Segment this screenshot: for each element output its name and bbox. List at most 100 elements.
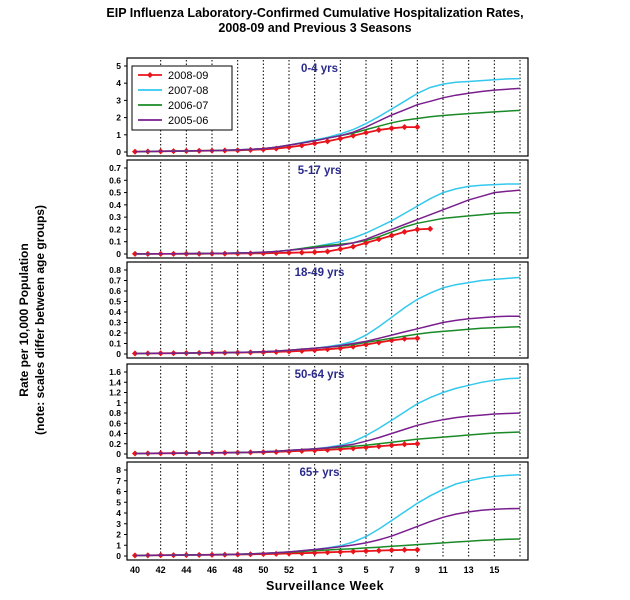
y-tick-label: 1 <box>116 540 121 550</box>
data-point-2008-09 <box>375 443 382 450</box>
x-tick-label: 1 <box>312 565 317 575</box>
series-line-2005-06 <box>134 412 521 455</box>
x-tick-label: 42 <box>156 565 166 575</box>
y-tick-label: 0.4 <box>109 429 121 439</box>
y-tick-label: 0.1 <box>109 339 121 349</box>
data-point-2008-09 <box>388 442 395 449</box>
y-tick-label: 0 <box>116 449 121 459</box>
y-tick-label: 0.2 <box>109 439 121 449</box>
series-line-2005-06 <box>134 315 520 355</box>
y-tick-label: 0.7 <box>109 163 121 173</box>
y-tick-label: 0.1 <box>109 237 121 247</box>
y-tick-label: 4 <box>116 508 121 518</box>
data-point-2008-09 <box>414 226 421 233</box>
data-point-2008-09 <box>337 445 344 453</box>
data-point-2008-09 <box>362 239 370 247</box>
data-point-2008-09 <box>324 549 331 556</box>
x-tick-label: 5 <box>363 565 368 575</box>
legend-label: 2008-09 <box>168 70 208 82</box>
panel-frame <box>126 261 529 359</box>
panel-label: 0-4 yrs <box>301 63 338 75</box>
panel-label: 5-17 yrs <box>298 165 341 177</box>
data-point-2008-09 <box>337 245 344 253</box>
data-point-2008-09 <box>388 232 395 239</box>
legend-label: 2006-07 <box>168 100 208 112</box>
data-point-2008-09 <box>375 339 382 346</box>
y-tick-label: 0 <box>116 147 121 157</box>
x-tick-label: 11 <box>438 565 448 575</box>
series-line-2005-06 <box>134 507 521 557</box>
y-tick-label: 0.8 <box>109 265 121 275</box>
data-point-2008-09 <box>401 546 408 554</box>
data-point-2008-09 <box>311 249 318 256</box>
x-tick-label: 9 <box>415 565 420 575</box>
series-line-2005-06 <box>134 87 521 153</box>
y-tick-label: 1.4 <box>109 377 121 387</box>
data-point-2008-09 <box>414 335 421 342</box>
data-point-2008-09 <box>337 135 344 142</box>
data-point-2008-09 <box>337 345 344 352</box>
y-tick-label: 0.6 <box>109 418 121 428</box>
data-point-2008-09 <box>298 142 305 149</box>
y-tick-label: 1.2 <box>109 388 121 398</box>
y-tick-label: 2 <box>116 530 121 540</box>
y-tick-label: 0 <box>116 551 121 561</box>
panel-frame <box>126 461 529 561</box>
y-tick-label: 3 <box>116 95 121 105</box>
data-point-2008-09 <box>401 228 408 236</box>
y-tick-label: 5 <box>116 497 121 507</box>
y-tick-label: 1.6 <box>109 367 121 377</box>
data-point-2008-09 <box>350 243 357 250</box>
y-tick-label: 3 <box>116 519 121 529</box>
data-point-2008-09 <box>375 236 382 243</box>
data-point-2008-09 <box>375 126 382 134</box>
x-axis-label: Surveillance Week <box>265 579 385 593</box>
y-tick-label: 0.3 <box>109 318 121 328</box>
x-tick-label: 46 <box>207 565 217 575</box>
y-tick-label: 0.6 <box>109 175 121 185</box>
data-point-2008-09 <box>414 546 421 553</box>
y-tick-label: 0.7 <box>109 276 121 286</box>
data-point-2008-09 <box>337 548 344 556</box>
x-tick-label: 13 <box>464 565 474 575</box>
y-tick-label: 7 <box>116 476 121 486</box>
y-tick-label: 8 <box>116 465 121 475</box>
x-tick-label: 52 <box>284 565 294 575</box>
data-point-2008-09 <box>311 140 318 147</box>
data-point-2008-09 <box>298 249 305 256</box>
y-tick-label: 1 <box>116 130 121 140</box>
data-point-2008-09 <box>401 441 408 448</box>
panel-label: 18-49 yrs <box>295 267 345 279</box>
data-point-2008-09 <box>350 548 357 555</box>
chart-title-line-2: 2008-09 and Previous 3 Seasons <box>218 21 412 35</box>
data-point-2008-09 <box>324 248 331 255</box>
data-point-2008-09 <box>362 129 370 136</box>
y-tick-label: 6 <box>116 487 121 497</box>
series-line-2005-06 <box>135 189 521 255</box>
data-point-2008-09 <box>388 125 395 132</box>
legend-label: 2005-06 <box>168 115 208 127</box>
y-tick-label: 2 <box>116 113 121 123</box>
y-tick-label: 1 <box>116 398 121 408</box>
y-tick-label: 0.3 <box>109 212 121 222</box>
panel-label: 50-64 yrs <box>295 369 345 381</box>
x-tick-label: 7 <box>389 565 394 575</box>
y-tick-label: 0.6 <box>109 286 121 296</box>
legend-label: 2007-08 <box>168 85 208 97</box>
y-tick-label: 0.5 <box>109 188 121 198</box>
data-point-2008-09 <box>350 132 357 139</box>
x-tick-label: 44 <box>181 565 191 575</box>
y-tick-label: 0 <box>116 249 121 259</box>
panel-frame <box>126 159 529 259</box>
data-point-2008-09 <box>285 144 293 151</box>
x-tick-label: 50 <box>258 565 268 575</box>
data-point-2008-09 <box>401 335 408 342</box>
panel-label: 65+ yrs <box>300 467 340 479</box>
data-point-2008-09 <box>401 123 408 131</box>
chart-title-line-1: EIP Influenza Laboratory-Confirmed Cumul… <box>106 6 524 20</box>
x-tick-label: 40 <box>130 565 140 575</box>
y-tick-label: 0.8 <box>109 408 121 418</box>
y-tick-label: 4 <box>116 78 121 88</box>
y-tick-label: 0.4 <box>109 307 121 317</box>
